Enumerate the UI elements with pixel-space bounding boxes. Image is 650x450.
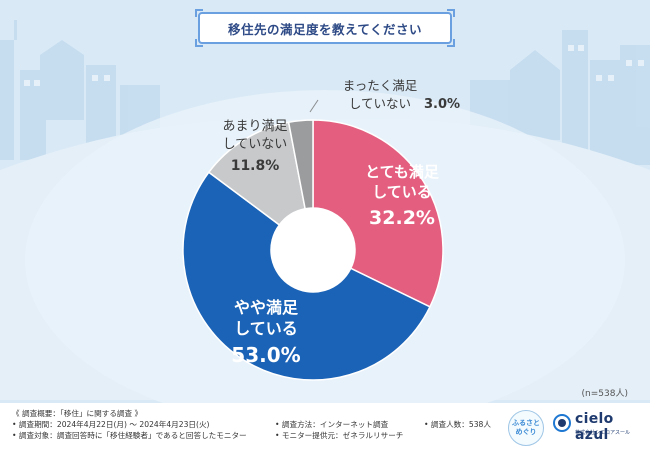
badge-line-1: ふるさと: [512, 419, 540, 427]
chart-title-text: 移住先の満足度を教えてください: [227, 21, 422, 37]
survey-provider: • モニター提供元：ゼネラルリサーチ: [275, 431, 404, 440]
slice-label-1: とても満足している: [365, 163, 440, 201]
chart-title: 移住先の満足度を教えてください: [195, 9, 455, 47]
slice-label-4: まったく満足していない: [343, 78, 418, 111]
slice-value-3: 11.8%: [231, 158, 280, 174]
slice-label-2: やや満足している: [234, 298, 299, 338]
furusato-meguri-logo: ふるさと めぐり: [508, 410, 544, 446]
cielo-azul-company: 株式会社シエロアスール: [575, 430, 631, 436]
sample-size-label: (n=538人): [581, 389, 628, 399]
cielo-azul-brand: cielo azul: [575, 411, 614, 443]
survey-count: • 調査人数：538人: [424, 420, 491, 429]
slice-value-4: 3.0%: [424, 97, 460, 112]
slice-label-3: あまり満足していない: [222, 119, 287, 152]
leader-line: [309, 99, 319, 113]
badge-line-2: めぐり: [515, 428, 537, 436]
donut-hole: [271, 208, 355, 292]
survey-period: • 調査期間：2024年4月22日(月) ～ 2024年4月23日(火): [12, 420, 210, 429]
survey-target: • 調査対象：調査回答時に「移住経験者」であると回答したモニター: [12, 431, 247, 440]
cielo-azul-logo-icon: [553, 414, 571, 432]
slice-value-2: 53.0%: [231, 343, 300, 367]
survey-method: • 調査方法：インターネット調査: [275, 420, 389, 429]
slice-value-1: 32.2%: [369, 207, 435, 229]
survey-summary-heading: 《 調査概要：「移住」に関する調査 》: [12, 409, 143, 418]
